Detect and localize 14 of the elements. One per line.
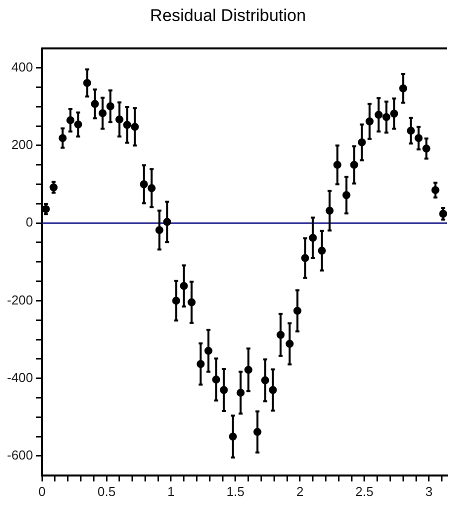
x-tick-label: 0 [38, 484, 46, 499]
x-tick-label: 3 [425, 484, 433, 499]
x-tick-label: 1.5 [226, 484, 245, 499]
y-tick-label: 200 [11, 137, 34, 152]
x-tick-label: 0.5 [97, 484, 116, 499]
y-tick-label: 0 [26, 214, 34, 230]
x-tick-label: 1 [167, 484, 175, 499]
y-tick-label: -400 [6, 370, 34, 385]
x-tick-label: 2 [296, 484, 304, 499]
y-tick-label: 400 [11, 59, 34, 74]
y-tick-label: -600 [6, 448, 34, 463]
x-tick-label: 2.5 [355, 484, 374, 499]
y-tick-label: -200 [6, 292, 34, 308]
chart-title: Residual Distribution [150, 6, 306, 25]
